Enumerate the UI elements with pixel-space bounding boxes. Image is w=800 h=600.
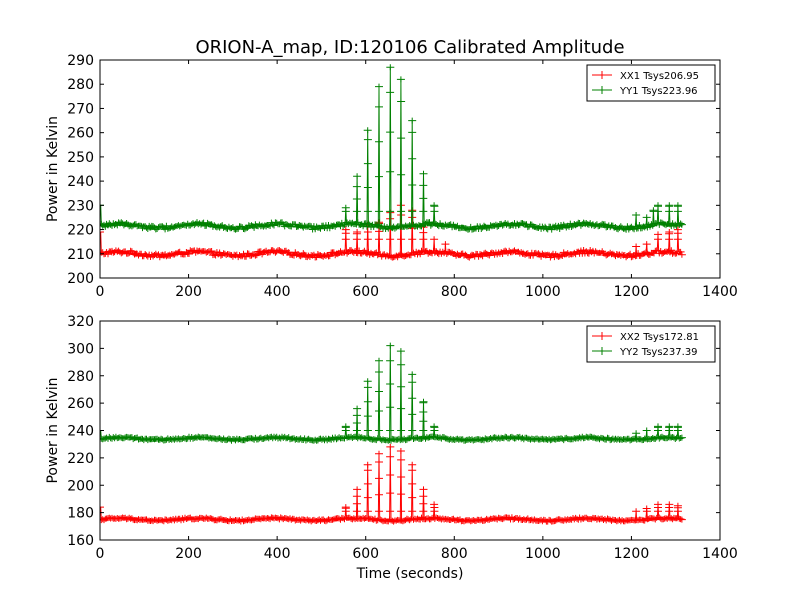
x-tick-label: 200 xyxy=(175,546,202,562)
y-tick-label: 240 xyxy=(67,174,94,190)
x-tick-label: 600 xyxy=(352,546,379,562)
series-markers xyxy=(100,443,686,525)
y-tick-label: 210 xyxy=(67,247,94,263)
x-tick-label: 0 xyxy=(96,284,105,300)
x-tick-label: 400 xyxy=(264,546,291,562)
y-tick-label: 260 xyxy=(67,396,94,412)
spike-markers xyxy=(341,456,682,512)
axes-frame xyxy=(99,59,721,279)
x-tick-label: 0 xyxy=(96,546,105,562)
series-markers xyxy=(100,64,686,233)
spike-markers xyxy=(341,91,682,212)
legend-label: YY1 Tsys223.96 xyxy=(619,86,698,97)
x-tick-label: 1400 xyxy=(702,546,738,562)
series-xx xyxy=(100,443,686,525)
legend-marker xyxy=(598,347,606,355)
legend-box xyxy=(586,325,716,363)
top-panel: 0 200 400 600 800 1000 1200 1400200210220230240… xyxy=(45,53,738,300)
figure-title: ORION-A_map, ID:120106 Calibrated Amplit… xyxy=(195,37,624,58)
legend: XX2 Tsys172.81 YY2 Tsys237.39 xyxy=(586,325,716,363)
x-tick-label: 1000 xyxy=(525,546,561,562)
legend-label: XX2 Tsys172.81 xyxy=(620,332,699,343)
y-axis-label: Power in Kelvin xyxy=(45,377,61,483)
legend-marker xyxy=(598,332,606,340)
x-tick-label: 1200 xyxy=(614,284,650,300)
x-tick-label: 1400 xyxy=(702,284,738,300)
y-axis-label: Power in Kelvin xyxy=(45,116,61,222)
x-tick-label: 800 xyxy=(441,546,468,562)
y-tick-label: 260 xyxy=(67,126,94,142)
legend-box xyxy=(586,64,716,102)
y-tick-label: 290 xyxy=(67,53,94,69)
legend-label: YY2 Tsys237.39 xyxy=(619,347,698,358)
y-tick-label: 220 xyxy=(67,451,94,467)
y-tick-label: 240 xyxy=(67,424,94,440)
legend-marker xyxy=(598,71,606,79)
series-markers xyxy=(100,342,686,444)
legend: XX1 Tsys206.95 YY1 Tsys223.96 xyxy=(586,64,716,102)
x-tick-label: 400 xyxy=(264,284,291,300)
y-tick-label: 200 xyxy=(67,478,94,494)
y-tick-label: 250 xyxy=(67,150,94,166)
y-tick-label: 320 xyxy=(67,314,94,330)
y-tick-label: 300 xyxy=(67,341,94,357)
y-tick-label: 200 xyxy=(67,271,94,287)
y-tick-label: 270 xyxy=(67,101,94,117)
plus-markers xyxy=(100,64,686,233)
legend-marker xyxy=(598,86,606,94)
x-tick-label: 1200 xyxy=(614,546,650,562)
y-tick-label: 280 xyxy=(67,369,94,385)
y-tick-label: 160 xyxy=(67,533,94,549)
x-tick-label: 200 xyxy=(175,284,202,300)
x-axis-label: Time (seconds) xyxy=(356,566,464,582)
series-yy xyxy=(100,64,686,233)
legend-label: XX1 Tsys206.95 xyxy=(620,71,699,82)
plus-markers xyxy=(100,443,686,525)
series-yy xyxy=(100,342,686,444)
y-tick-label: 280 xyxy=(67,77,94,93)
x-tick-label: 800 xyxy=(441,284,468,300)
bottom-panel: 0 200 400 600 800 1000 1200 1400 160 180 200 220 240… xyxy=(45,314,738,582)
plus-markers xyxy=(100,342,686,444)
y-tick-label: 230 xyxy=(67,198,94,214)
series-line xyxy=(100,446,683,523)
x-tick-label: 600 xyxy=(352,284,379,300)
x-tick-label: 1000 xyxy=(525,284,561,300)
spike-markers xyxy=(341,360,682,431)
y-tick-label: 180 xyxy=(67,506,94,522)
plus-markers xyxy=(100,202,686,261)
y-tick-label: 220 xyxy=(67,223,94,239)
